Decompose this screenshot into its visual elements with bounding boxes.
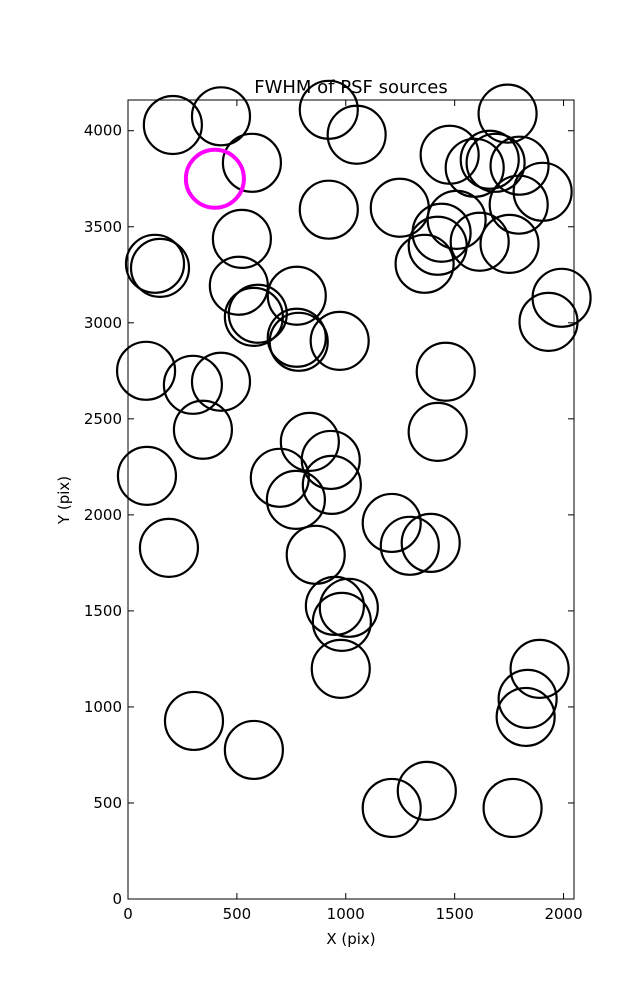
- point: [310, 638, 371, 700]
- point: [142, 94, 203, 156]
- point: [465, 132, 526, 193]
- point: [304, 575, 365, 637]
- point: [124, 233, 186, 294]
- x-tick-label: 1500: [436, 905, 474, 923]
- point: [489, 135, 550, 196]
- y-tick-label: 1500: [84, 602, 122, 620]
- point: [482, 777, 543, 839]
- point: [479, 213, 540, 274]
- y-tick-label: 3500: [84, 218, 122, 236]
- point: [459, 129, 520, 190]
- point: [163, 690, 225, 752]
- point: [379, 515, 440, 576]
- y-tick-label: 1000: [84, 698, 122, 716]
- chart-title: FWHM of PSF sources: [254, 77, 448, 98]
- point: [415, 341, 476, 402]
- point: [115, 340, 177, 401]
- point: [266, 265, 327, 326]
- x-axis-label: X (pix): [326, 930, 375, 948]
- point: [361, 492, 422, 554]
- y-axis-label: Y (pix): [55, 476, 73, 525]
- point: [279, 411, 340, 472]
- point: [301, 454, 362, 516]
- point: [129, 237, 191, 298]
- point: [400, 512, 461, 574]
- point: [326, 104, 387, 165]
- y-tick-label: 4000: [84, 122, 122, 140]
- point: [183, 147, 246, 210]
- point: [265, 469, 327, 530]
- x-tick-label: 500: [223, 905, 252, 923]
- plot-frame: [127, 99, 575, 900]
- y-tick-label: 0: [112, 890, 122, 908]
- x-tick-label: 2000: [544, 905, 582, 923]
- y-tick-label: 500: [93, 794, 122, 812]
- point: [411, 202, 472, 263]
- point: [172, 399, 234, 460]
- y-tick-label: 3000: [84, 314, 122, 332]
- point: [116, 445, 178, 506]
- point: [477, 83, 538, 144]
- point: [518, 291, 579, 352]
- point: [407, 401, 468, 462]
- point: [394, 233, 455, 294]
- point: [162, 354, 223, 415]
- point: [449, 211, 510, 272]
- y-tick-label: 2500: [84, 410, 122, 428]
- point: [396, 760, 457, 821]
- point: [318, 577, 379, 638]
- point: [138, 517, 200, 579]
- point: [266, 307, 327, 368]
- x-tick-label: 1000: [327, 905, 365, 923]
- point: [298, 179, 359, 240]
- point: [223, 719, 284, 781]
- point: [268, 311, 329, 372]
- point: [227, 283, 288, 344]
- point: [211, 208, 272, 269]
- x-tick-label: 0: [123, 905, 133, 923]
- point: [497, 668, 558, 729]
- point: [300, 429, 361, 491]
- point: [221, 132, 283, 193]
- point: [309, 310, 370, 371]
- y-tick-label: 2000: [84, 506, 122, 524]
- point: [512, 161, 573, 222]
- point: [444, 137, 505, 198]
- point: [190, 86, 252, 147]
- point: [311, 591, 372, 652]
- point: [361, 777, 422, 839]
- point: [509, 638, 570, 700]
- point: [495, 686, 556, 748]
- point: [190, 351, 252, 412]
